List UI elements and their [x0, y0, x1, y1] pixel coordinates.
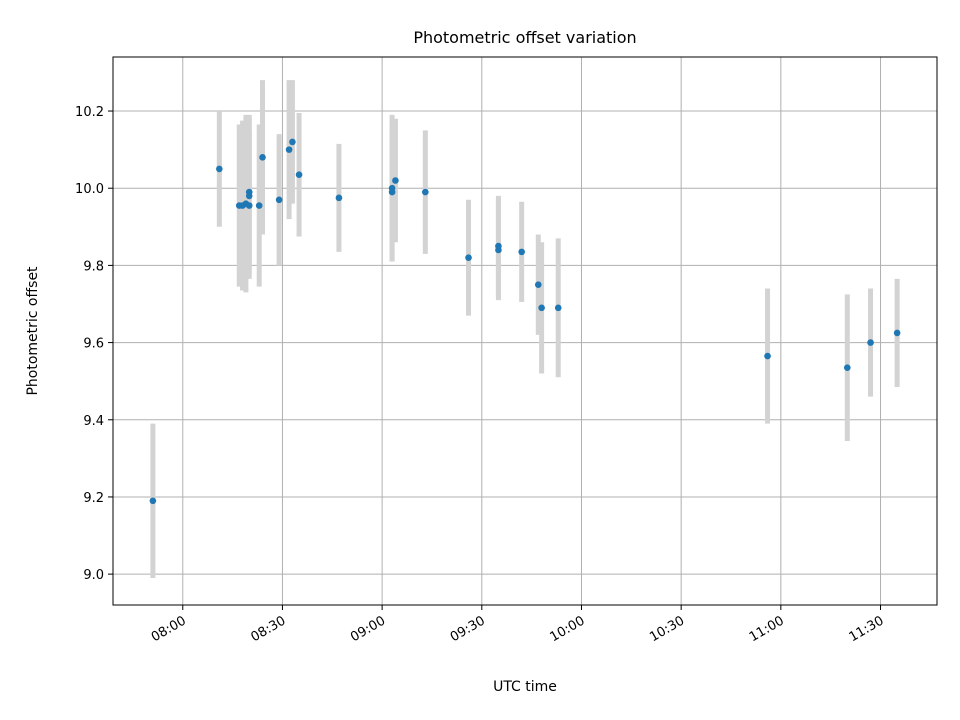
plot-frame — [112, 56, 938, 606]
data-point — [422, 188, 429, 196]
data-point — [275, 196, 283, 204]
data-point — [285, 146, 293, 153]
data-point — [149, 497, 157, 505]
data-point — [335, 194, 343, 202]
data-point — [388, 188, 396, 196]
data-points — [149, 138, 901, 505]
data-point — [255, 202, 263, 209]
data-point — [534, 281, 542, 288]
y-tick-label: 10.0 — [75, 182, 104, 197]
data-point — [867, 339, 874, 346]
data-point — [245, 202, 253, 209]
y-tick-label: 9.8 — [83, 259, 104, 274]
data-point — [289, 138, 296, 146]
y-tick-label: 9.2 — [83, 491, 104, 506]
y-tick-label: 9.0 — [83, 568, 104, 583]
data-point — [495, 242, 502, 250]
data-point — [764, 352, 771, 360]
y-tick-label: 9.6 — [83, 337, 104, 352]
data-point — [538, 304, 545, 312]
data-point — [893, 329, 901, 337]
data-point — [216, 165, 223, 173]
x-axis-label: UTC time — [493, 679, 557, 695]
data-point — [518, 248, 525, 256]
y-axis-ticks: 9.0 9.2 9.4 9.6 9.8 10.0 10.2 — [75, 105, 113, 583]
y-tick-label: 10.2 — [75, 105, 104, 120]
data-point — [259, 154, 266, 161]
data-point — [295, 171, 303, 179]
data-point — [843, 364, 851, 371]
data-point — [392, 177, 399, 184]
chart-title: Photometric offset variation — [413, 28, 636, 47]
data-point — [465, 254, 472, 261]
data-point — [245, 192, 253, 200]
data-point — [554, 304, 562, 312]
y-tick-label: 9.4 — [83, 414, 104, 429]
grid-lines — [113, 57, 937, 605]
y-axis-label: Photometric offset — [25, 266, 41, 396]
